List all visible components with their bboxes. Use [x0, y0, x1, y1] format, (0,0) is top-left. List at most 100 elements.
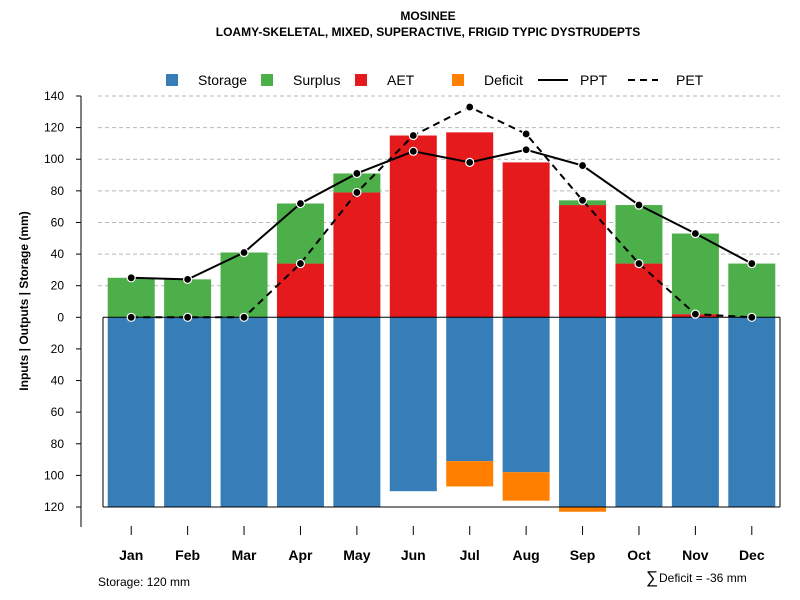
storage-note: Storage: 120 mm: [98, 575, 190, 589]
legend-label-aet: AET: [387, 72, 415, 88]
y-tick-label: 60: [51, 405, 65, 419]
deficit-bar-jul: [446, 461, 494, 487]
ppt-line: [131, 148, 753, 281]
y-tick-label: 120: [44, 500, 64, 514]
legend-swatch-surplus: [261, 74, 273, 86]
pet-point-feb: [183, 312, 193, 322]
pet-point-jan: [126, 312, 136, 322]
ppt-point-nov: [690, 228, 700, 239]
sum-icon: ∑: [646, 568, 658, 587]
gridlines: [98, 95, 780, 287]
surplus-bar-dec: [728, 263, 776, 318]
y-tick-label: 140: [44, 89, 64, 103]
storage-bar-feb: [164, 317, 212, 507]
x-tick-label-feb: Feb: [175, 547, 200, 563]
surplus-bar-may: [333, 173, 381, 193]
legend-label-deficit: Deficit: [484, 72, 523, 88]
aet-bar-sep: [559, 205, 607, 318]
aet-bar-may: [333, 192, 381, 318]
legend-label-ppt: PPT: [580, 72, 608, 88]
y-tick-label: 100: [44, 468, 64, 482]
x-tick-label-aug: Aug: [513, 547, 540, 563]
pet-point-dec: [747, 312, 757, 322]
surplus-bar-mar: [220, 252, 268, 318]
ppt-point-feb: [183, 274, 193, 284]
storage-bar-oct: [615, 317, 663, 507]
ppt-point-jul: [465, 157, 475, 167]
storage-bar-mar: [220, 317, 268, 507]
x-tick-label-oct: Oct: [627, 547, 651, 563]
legend-swatch-storage: [166, 74, 178, 86]
legend-label-surplus: Surplus: [293, 72, 340, 88]
x-tick-label-nov: Nov: [682, 547, 709, 563]
y-tick-label: 100: [44, 152, 64, 166]
x-tick-label-sep: Sep: [570, 547, 596, 563]
x-tick-label-apr: Apr: [288, 547, 313, 563]
deficit-bar-sep: [559, 507, 607, 512]
chart-title: MOSINEE: [400, 9, 455, 23]
storage-bar-nov: [671, 317, 719, 507]
pet-point-jun: [408, 130, 418, 141]
storage-bar-aug: [502, 317, 550, 473]
legend-label-pet: PET: [676, 72, 704, 88]
deficit-note: Deficit = -36 mm: [659, 571, 747, 585]
pet-point-aug: [521, 129, 531, 139]
y-tick-label: 20: [51, 279, 65, 293]
storage-bar-sep: [559, 317, 607, 507]
pet-point-nov: [690, 309, 700, 319]
chart-subtitle: LOAMY-SKELETAL, MIXED, SUPERACTIVE, FRIG…: [216, 25, 640, 39]
bar-series: [107, 132, 776, 512]
aet-bar-jun: [389, 135, 437, 318]
axes: 140 120 100 80 60 40 20 0 20 40 60 80 100 120 Jan Feb Ma…: [44, 89, 781, 563]
x-tick-label-may: May: [343, 547, 370, 563]
legend-swatch-deficit: [452, 74, 464, 86]
aet-bar-aug: [502, 162, 550, 318]
pet-point-mar: [239, 312, 249, 322]
y-tick-label: 0: [57, 310, 64, 324]
x-tick-label-jun: Jun: [401, 547, 426, 563]
storage-bar-jan: [107, 317, 155, 507]
y-axis-label: Inputs | Outputs | Storage (mm): [17, 211, 31, 390]
chart-legend: Storage Surplus AET Deficit PPT PET: [166, 72, 704, 88]
ppt-point-jun: [408, 146, 418, 156]
storage-bar-jun: [389, 317, 437, 492]
deficit-bar-aug: [502, 472, 550, 501]
surplus-bar-feb: [164, 279, 212, 318]
y-tick-label: 20: [51, 342, 65, 356]
aet-bar-oct: [615, 263, 663, 318]
y-tick-label: 80: [51, 184, 65, 198]
ppt-point-oct: [634, 200, 644, 210]
ppt-point-may: [352, 168, 362, 179]
storage-bar-dec: [728, 317, 776, 507]
ppt-point-sep: [577, 160, 588, 171]
y-tick-label: 120: [44, 121, 64, 135]
storage-bar-apr: [276, 317, 324, 507]
ppt-point-dec: [747, 258, 757, 269]
y-tick-label: 40: [51, 374, 65, 388]
pet-point-apr: [295, 258, 306, 269]
pet-point-oct: [634, 258, 644, 269]
x-tick-label-mar: Mar: [232, 547, 257, 563]
pet-point-sep: [577, 195, 588, 205]
legend-swatch-aet: [355, 74, 367, 86]
storage-bar-may: [333, 317, 381, 507]
surplus-bar-oct: [615, 205, 663, 264]
ppt-point-jan: [126, 273, 136, 283]
x-tick-label-jan: Jan: [119, 547, 143, 563]
ppt-point-mar: [239, 247, 249, 258]
y-tick-label: 60: [51, 215, 65, 229]
y-tick-label: 80: [51, 437, 65, 451]
surplus-bar-jan: [107, 277, 155, 318]
line-series: [126, 102, 757, 322]
pet-point-may: [352, 187, 362, 198]
surplus-bar-apr: [276, 203, 324, 264]
x-tick-label-dec: Dec: [739, 547, 765, 563]
x-tick-label-jul: Jul: [460, 547, 480, 563]
pet-point-jul: [465, 102, 475, 112]
ppt-point-apr: [295, 198, 306, 209]
ppt-point-aug: [521, 145, 531, 155]
surplus-bar-nov: [671, 233, 719, 315]
y-tick-label: 40: [51, 247, 65, 261]
aet-bar-apr: [276, 263, 324, 318]
